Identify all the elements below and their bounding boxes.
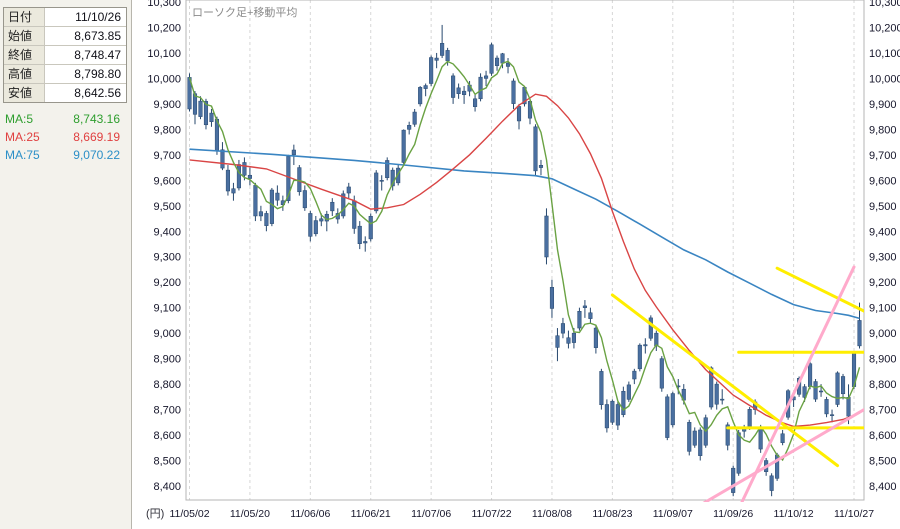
candles-layer (187, 24, 862, 497)
trendline-5[interactable] (700, 399, 881, 505)
quote-value: 8,673.85 (74, 29, 121, 43)
svg-text:9,100: 9,100 (869, 303, 897, 315)
svg-text:10,300: 10,300 (147, 0, 181, 9)
svg-text:10,000: 10,000 (147, 73, 181, 85)
svg-text:9,900: 9,900 (869, 99, 897, 111)
svg-text:9,900: 9,900 (153, 99, 181, 111)
svg-text:9,300: 9,300 (153, 252, 181, 264)
svg-text:11/05/20: 11/05/20 (230, 508, 270, 520)
quote-row-low: 安値 8,642.56 (4, 84, 126, 102)
svg-text:9,500: 9,500 (869, 201, 897, 213)
ma75-readout: MA:75 9,070.22 (3, 146, 125, 164)
svg-text:9,200: 9,200 (869, 277, 897, 289)
svg-text:11/10/27: 11/10/27 (834, 508, 874, 520)
svg-text:8,600: 8,600 (153, 430, 181, 442)
quote-row-date: 日付 11/10/26 (4, 8, 126, 27)
svg-text:9,100: 9,100 (153, 303, 181, 315)
svg-text:8,500: 8,500 (869, 456, 897, 468)
ma5-label: MA:5 (5, 112, 34, 126)
svg-text:11/10/12: 11/10/12 (774, 508, 814, 520)
svg-text:11/09/26: 11/09/26 (713, 508, 753, 520)
svg-text:9,800: 9,800 (153, 124, 181, 136)
trendline-2[interactable] (775, 266, 865, 313)
svg-text:11/05/02: 11/05/02 (169, 508, 209, 520)
x-axis-labels: 11/05/02 11/05/20 11/06/06 11/06/21 11/07/06… (169, 508, 874, 520)
svg-text:8,900: 8,900 (153, 354, 181, 366)
trendline-6[interactable] (739, 265, 856, 509)
svg-text:8,700: 8,700 (153, 405, 181, 417)
quote-value: 8,798.80 (74, 67, 121, 81)
svg-text:9,400: 9,400 (153, 226, 181, 238)
svg-text:8,600: 8,600 (869, 430, 897, 442)
quote-panel: 日付 11/10/26 始値 8,673.85 終値 8,748.47 高値 8… (0, 0, 132, 529)
quote-value: 11/10/26 (75, 10, 121, 24)
y-axis-labels: 10,300 10,300 10,200 10,200 10,100 10,100 10,0… (147, 0, 900, 493)
quote-label: 始値 (4, 27, 45, 45)
svg-text:11/09/07: 11/09/07 (653, 508, 693, 520)
plot-border (185, 0, 865, 501)
quote-label: 日付 (4, 8, 45, 26)
svg-text:11/07/22: 11/07/22 (472, 508, 512, 520)
svg-text:11/08/23: 11/08/23 (592, 508, 632, 520)
svg-text:10,100: 10,100 (869, 48, 900, 60)
svg-text:8,800: 8,800 (869, 379, 897, 391)
quote-table: 日付 11/10/26 始値 8,673.85 終値 8,748.47 高値 8… (3, 7, 127, 103)
svg-text:8,500: 8,500 (153, 456, 181, 468)
svg-text:11/07/06: 11/07/06 (411, 508, 451, 520)
chart-title: ローソク足+移動平均 (192, 7, 298, 19)
svg-text:8,400: 8,400 (869, 481, 897, 493)
svg-text:9,700: 9,700 (869, 150, 897, 162)
svg-text:8,900: 8,900 (869, 354, 897, 366)
ma25-value: 8,669.19 (73, 130, 120, 144)
svg-text:10,000: 10,000 (869, 73, 900, 85)
svg-text:10,100: 10,100 (147, 48, 181, 60)
ma75-line (189, 148, 860, 320)
ma25-label: MA:25 (5, 130, 40, 144)
svg-text:8,700: 8,700 (869, 405, 897, 417)
quote-row-high: 高値 8,798.80 (4, 65, 126, 84)
svg-text:11/06/06: 11/06/06 (290, 508, 330, 520)
svg-text:10,200: 10,200 (147, 22, 181, 34)
y-axis-unit-label: (円) (146, 508, 165, 520)
gridlines (189, 0, 855, 500)
svg-text:9,700: 9,700 (153, 150, 181, 162)
ma5-line (188, 60, 861, 462)
ma-readout-list: MA:5 8,743.16 MA:25 8,669.19 MA:75 9,070… (3, 110, 125, 164)
svg-text:11/06/21: 11/06/21 (351, 508, 391, 520)
svg-text:11/08/08: 11/08/08 (532, 508, 572, 520)
svg-text:9,600: 9,600 (153, 175, 181, 187)
quote-label: 安値 (4, 84, 45, 102)
trendline-1[interactable] (610, 293, 840, 468)
quote-row-open: 始値 8,673.85 (4, 27, 126, 46)
quote-label: 高値 (4, 65, 45, 83)
svg-text:9,000: 9,000 (869, 328, 897, 340)
ma75-label: MA:75 (5, 148, 40, 162)
ma5-readout: MA:5 8,743.16 (3, 110, 125, 128)
svg-text:9,500: 9,500 (153, 201, 181, 213)
svg-text:9,400: 9,400 (869, 226, 897, 238)
ma25-line (189, 93, 860, 428)
quote-row-close: 終値 8,748.47 (4, 46, 126, 65)
svg-text:8,800: 8,800 (153, 379, 181, 391)
svg-text:9,600: 9,600 (869, 175, 897, 187)
quote-value: 8,748.47 (74, 48, 121, 62)
svg-text:9,000: 9,000 (153, 328, 181, 340)
svg-text:8,400: 8,400 (153, 481, 181, 493)
ma5-value: 8,743.16 (73, 112, 120, 126)
svg-text:9,800: 9,800 (869, 124, 897, 136)
ma25-readout: MA:25 8,669.19 (3, 128, 125, 146)
svg-text:9,200: 9,200 (153, 277, 181, 289)
svg-text:10,200: 10,200 (869, 22, 900, 34)
svg-text:9,300: 9,300 (869, 252, 897, 264)
quote-label: 終値 (4, 46, 45, 64)
ma75-value: 9,070.22 (73, 148, 120, 162)
quote-value: 8,642.56 (74, 86, 121, 100)
svg-text:10,300: 10,300 (869, 0, 900, 9)
